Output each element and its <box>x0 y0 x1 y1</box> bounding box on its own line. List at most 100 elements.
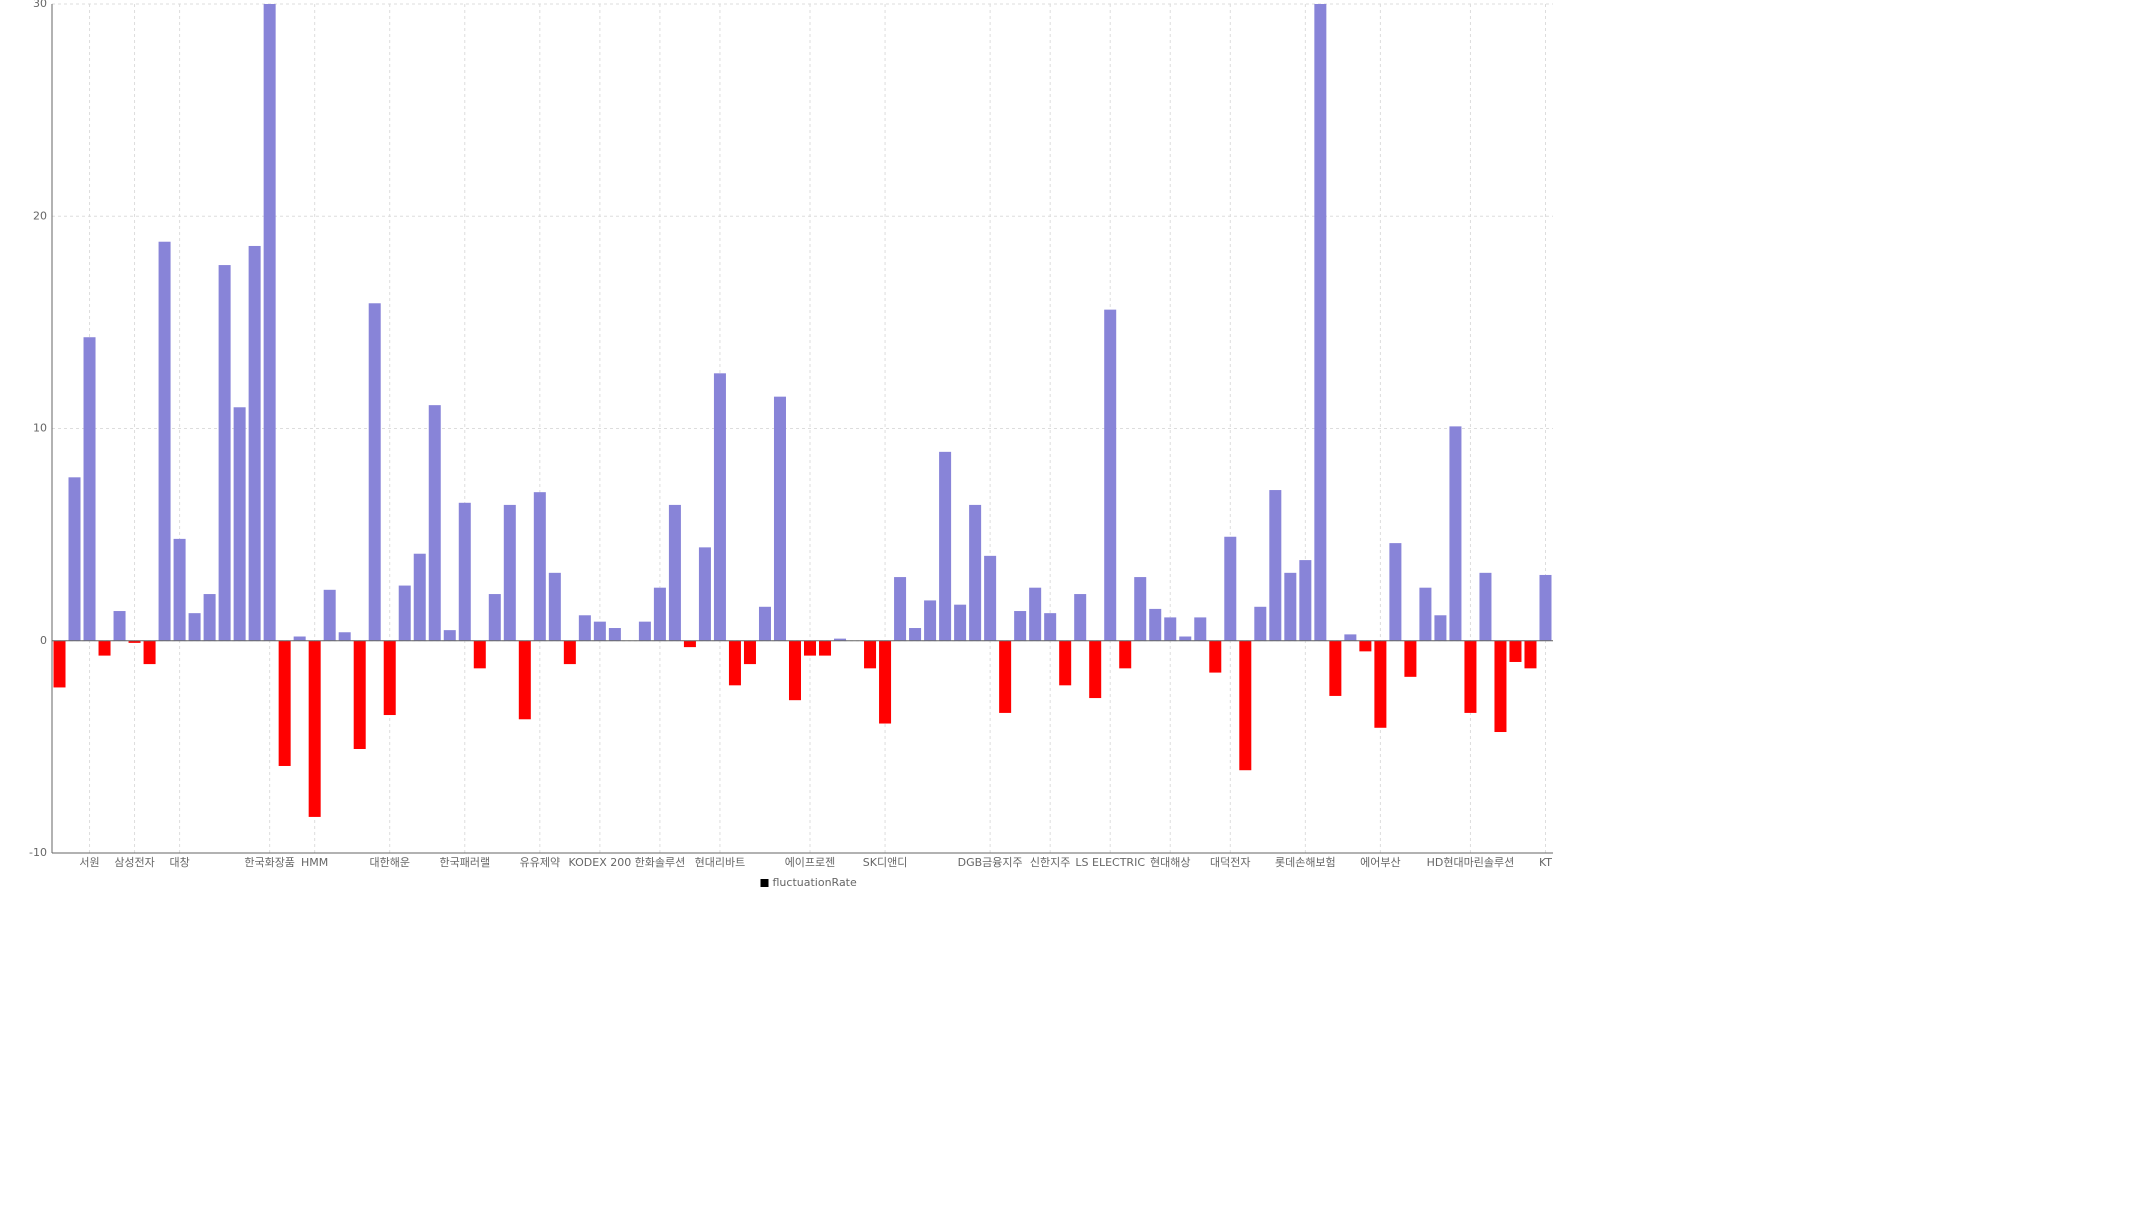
x-tick-label: 현대해상 <box>1150 855 1190 869</box>
bar <box>1494 640 1507 733</box>
bar <box>278 640 291 766</box>
bar <box>158 241 171 641</box>
bar <box>1134 577 1147 641</box>
bar <box>743 640 756 665</box>
bar <box>593 621 606 641</box>
bar <box>894 577 907 641</box>
bar <box>1314 4 1327 641</box>
bar <box>1509 640 1522 662</box>
bar <box>999 640 1012 713</box>
bar <box>728 640 741 686</box>
bar <box>548 572 561 641</box>
bar <box>1404 640 1417 677</box>
bar <box>293 636 306 641</box>
bar <box>113 611 126 641</box>
bar <box>203 594 216 641</box>
bar <box>338 632 351 641</box>
x-tick-label: SK디앤디 <box>863 856 908 869</box>
x-tick-label: 대창 <box>169 856 189 869</box>
bar <box>879 640 892 724</box>
bar <box>804 640 817 656</box>
bar <box>218 265 231 641</box>
bar <box>1389 543 1402 641</box>
x-tick-label: 현대리바트 <box>695 856 746 869</box>
bar <box>263 4 276 641</box>
bar <box>1059 640 1072 686</box>
bar <box>473 640 486 669</box>
bar <box>1284 572 1297 641</box>
x-tick-label: 대덕전자 <box>1210 856 1250 869</box>
bar <box>608 628 621 641</box>
bar <box>368 303 381 641</box>
bar <box>443 630 456 641</box>
x-tick-label: 롯데손해보험 <box>1275 855 1336 869</box>
x-tick-label: KT <box>1539 856 1552 869</box>
bar <box>834 638 847 641</box>
bar <box>1359 640 1372 652</box>
x-tick-label: 한국화장품 <box>244 856 295 869</box>
bar <box>173 538 186 641</box>
bar <box>969 504 982 641</box>
bar <box>1029 587 1042 641</box>
bar <box>323 589 336 641</box>
x-tick-label: 에이프로젠 <box>785 856 836 869</box>
y-tick-label: 20 <box>33 209 47 222</box>
bar <box>1329 640 1342 696</box>
bar <box>1299 560 1312 641</box>
bar <box>864 640 877 669</box>
bar <box>939 451 952 641</box>
bar <box>563 640 576 665</box>
bar <box>773 396 786 641</box>
x-tick-label: LS ELECTRIC <box>1075 856 1145 869</box>
bar <box>924 600 937 641</box>
x-tick-label: 신한지주 <box>1030 856 1070 869</box>
x-tick-label: HD현대마린솔루션 <box>1427 856 1515 869</box>
bar <box>1074 594 1087 641</box>
bar <box>909 628 922 641</box>
bar <box>98 640 111 656</box>
bar <box>984 555 997 641</box>
x-tick-label: 서원 <box>79 856 99 869</box>
bar <box>819 640 832 656</box>
bar <box>1479 572 1492 641</box>
bar <box>458 502 471 641</box>
x-tick-label: 대한해운 <box>369 855 409 869</box>
bar <box>698 547 711 641</box>
bar <box>1449 426 1462 641</box>
bar <box>308 640 321 817</box>
x-tick-label: 삼성전자 <box>114 856 154 869</box>
bar <box>533 492 546 641</box>
bar <box>1374 640 1387 728</box>
bar <box>1434 615 1447 641</box>
bar <box>1464 640 1477 713</box>
x-tick-label: DGB금융지주 <box>958 856 1023 869</box>
bar <box>503 504 516 641</box>
bar <box>1344 634 1357 641</box>
bar <box>143 640 156 665</box>
bar <box>683 640 696 648</box>
bar <box>1419 587 1432 641</box>
bar <box>1119 640 1132 669</box>
bar <box>188 613 201 641</box>
bar <box>1524 640 1537 669</box>
x-tick-label: HMM <box>301 856 328 869</box>
bar <box>488 594 501 641</box>
bar <box>1044 613 1057 641</box>
y-tick-label: 10 <box>33 422 47 435</box>
bar <box>1164 617 1177 641</box>
bar <box>1149 608 1162 641</box>
bar <box>248 245 261 641</box>
bar <box>233 407 246 641</box>
bar <box>83 337 96 641</box>
bar <box>428 405 441 641</box>
x-tick-label: 유유제약 <box>520 855 560 869</box>
bar <box>353 640 366 749</box>
legend-label: fluctuationRate <box>773 876 857 889</box>
bar <box>68 477 81 641</box>
bar <box>578 615 591 641</box>
legend-swatch <box>760 879 769 887</box>
bar <box>1194 617 1207 641</box>
x-tick-label: 에어부산 <box>1360 856 1400 869</box>
